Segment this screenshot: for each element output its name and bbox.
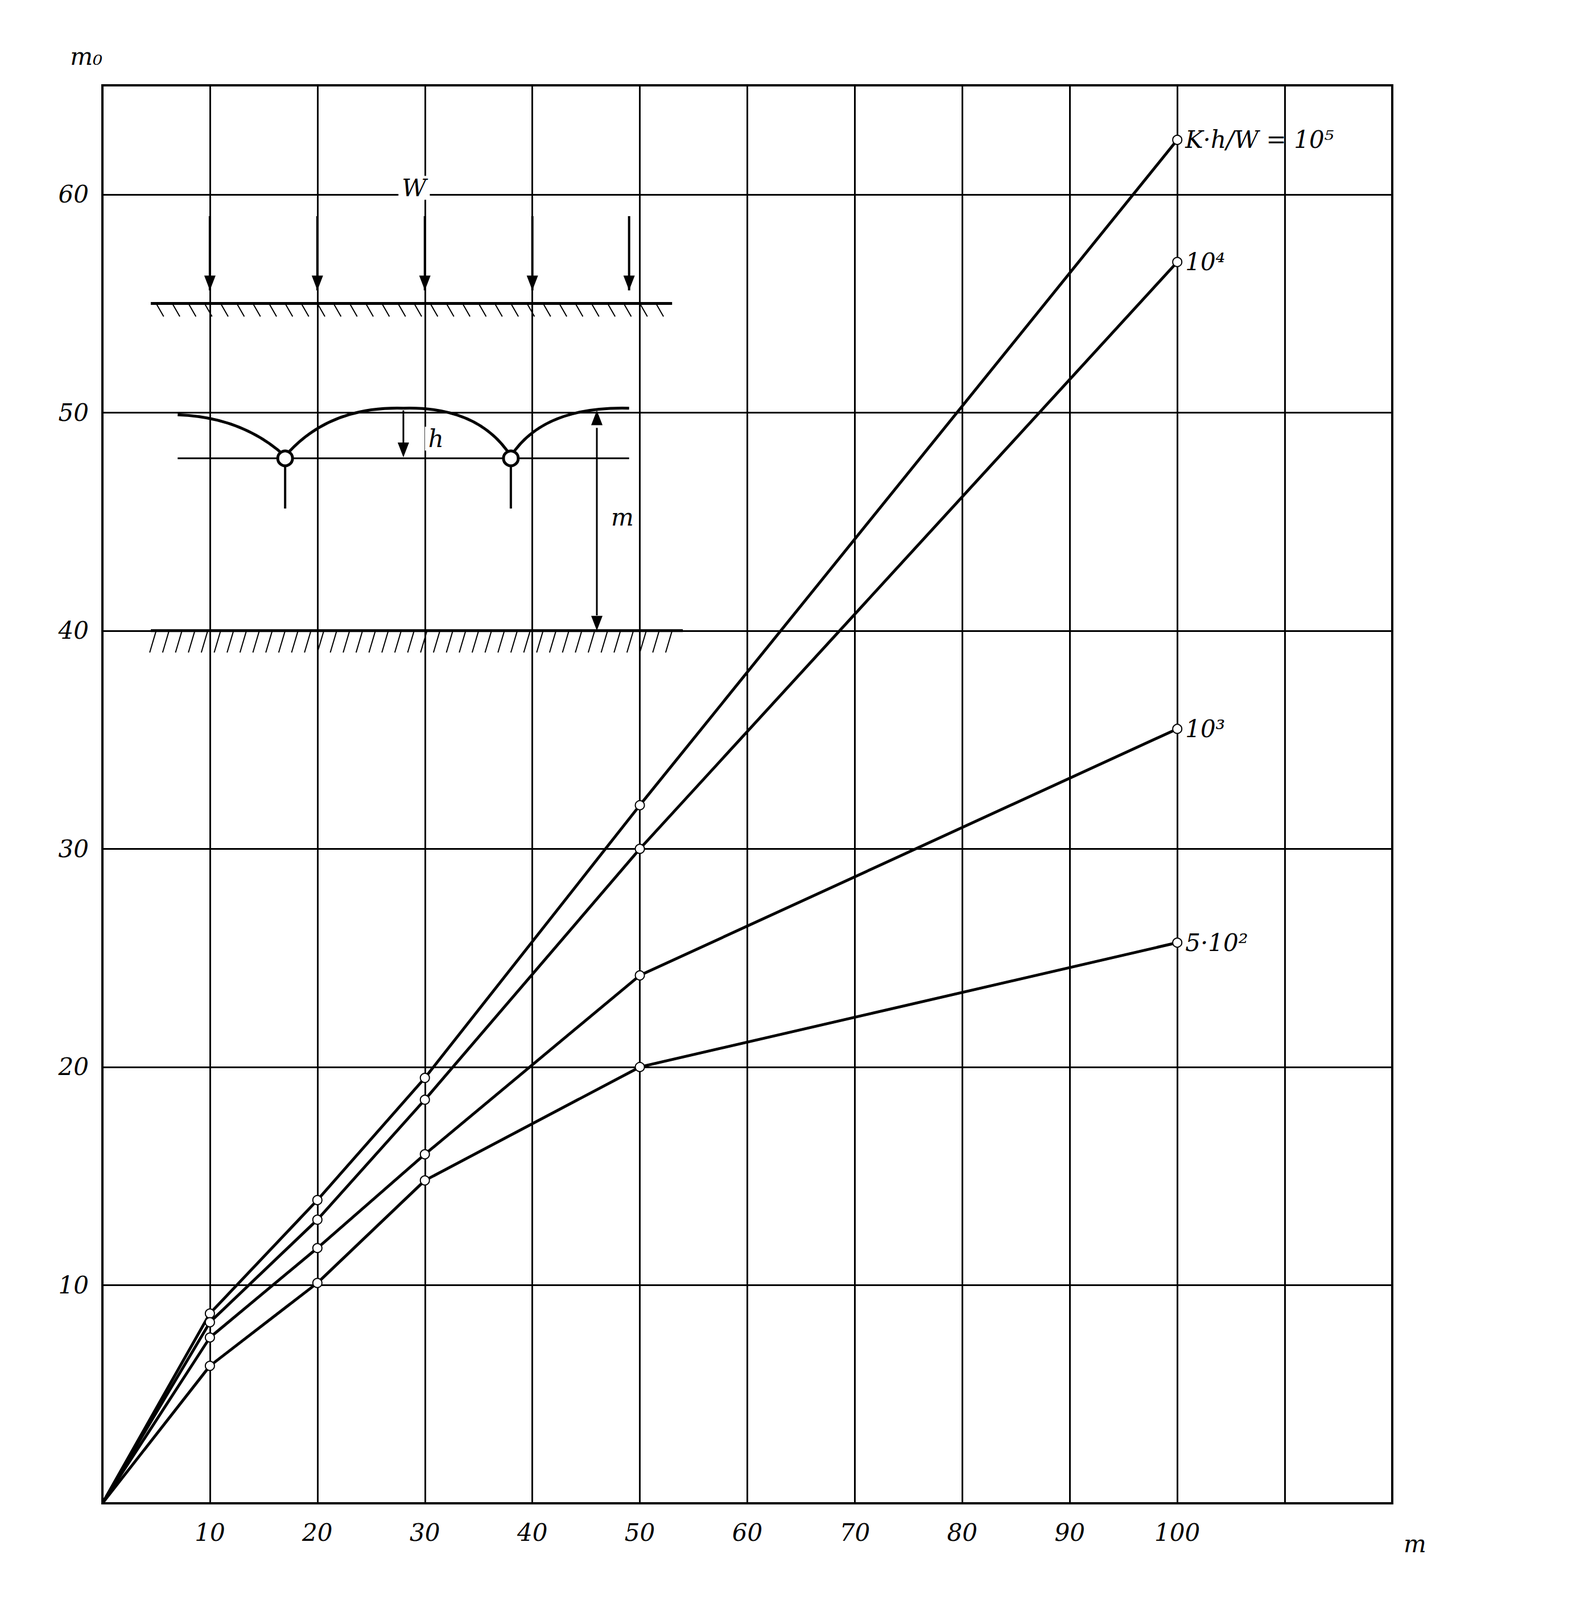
svg-text:70: 70 (839, 1519, 870, 1548)
svg-text:10³: 10³ (1185, 715, 1225, 744)
svg-text:10⁴: 10⁴ (1185, 248, 1225, 276)
svg-text:h: h (428, 425, 444, 453)
svg-text:50: 50 (58, 398, 89, 427)
svg-text:m₀: m₀ (69, 42, 103, 71)
svg-text:m: m (1403, 1530, 1427, 1559)
svg-text:90: 90 (1054, 1519, 1086, 1548)
svg-text:30: 30 (409, 1519, 440, 1548)
svg-text:100: 100 (1154, 1519, 1200, 1548)
svg-text:50: 50 (624, 1519, 655, 1548)
svg-text:10: 10 (194, 1519, 225, 1548)
svg-text:K·h/W = 10⁵: K·h/W = 10⁵ (1184, 125, 1334, 154)
svg-text:40: 40 (516, 1519, 548, 1548)
svg-text:60: 60 (58, 180, 89, 209)
svg-text:20: 20 (301, 1519, 333, 1548)
svg-text:30: 30 (58, 835, 89, 864)
svg-text:10: 10 (58, 1271, 89, 1300)
svg-text:80: 80 (947, 1519, 978, 1548)
svg-text:40: 40 (58, 616, 89, 645)
svg-text:m: m (611, 503, 634, 532)
svg-text:W: W (401, 174, 429, 202)
svg-text:60: 60 (732, 1519, 763, 1548)
svg-text:5·10²: 5·10² (1185, 929, 1248, 957)
svg-text:20: 20 (58, 1053, 89, 1082)
